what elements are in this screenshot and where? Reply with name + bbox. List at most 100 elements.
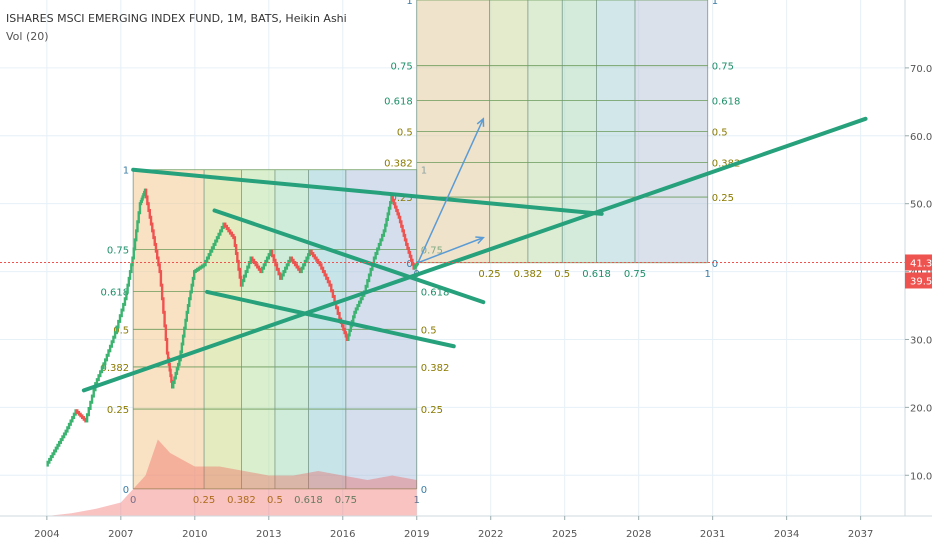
- price-candle: [246, 265, 249, 274]
- fib-level-label: 0.75: [107, 246, 129, 257]
- projection-arrows[interactable]: [417, 117, 485, 264]
- price-badge-label: 41.34: [910, 258, 932, 269]
- price-candle: [315, 256, 318, 262]
- price-candle: [149, 215, 153, 226]
- price-candle: [162, 297, 165, 314]
- projection-arrow-head: [475, 236, 485, 244]
- price-candle: [132, 247, 135, 260]
- price-candle: [138, 202, 142, 215]
- price-candle: [238, 267, 242, 279]
- projection-arrow-head: [476, 117, 485, 127]
- x-tick-label: 2004: [34, 529, 59, 540]
- price-candle: [311, 251, 315, 258]
- price-candle: [313, 254, 317, 260]
- price-candle: [336, 306, 340, 315]
- fib-level-label: 0.5: [421, 325, 437, 336]
- price-candle: [72, 412, 76, 420]
- price-candle: [164, 324, 168, 341]
- x-tick-label: 2010: [182, 529, 207, 540]
- price-candle: [148, 208, 152, 219]
- price-candle: [224, 222, 227, 228]
- price-candle: [173, 376, 176, 384]
- price-candle: [279, 272, 282, 280]
- y-tick-label: 50.00: [910, 200, 932, 211]
- fib-level-label: 0.5: [113, 325, 129, 336]
- fib-level-label: 0.5: [397, 127, 413, 138]
- price-candle: [244, 270, 247, 278]
- price-candle: [204, 259, 207, 267]
- price-candle: [170, 374, 173, 383]
- price-candle: [239, 275, 243, 287]
- x-tick-label: 2028: [626, 529, 651, 540]
- price-candle: [392, 198, 396, 206]
- fib-time-label: 0.382: [227, 495, 256, 506]
- fib-level-label: 0: [712, 259, 718, 270]
- price-candle: [333, 294, 336, 304]
- price-candle: [379, 238, 382, 246]
- price-candle: [225, 224, 229, 231]
- price-candle: [147, 202, 150, 212]
- price-candle: [168, 362, 171, 372]
- volume-area: [46, 439, 417, 516]
- fib-level-label: 0.75: [712, 62, 734, 73]
- price-candle: [259, 267, 262, 274]
- price-candle: [321, 266, 325, 274]
- price-candle: [371, 262, 374, 271]
- fib-level-label: 0.382: [101, 363, 130, 374]
- price-candle: [330, 283, 333, 293]
- price-candle: [74, 409, 77, 416]
- price-candle: [107, 349, 110, 357]
- fib-time-label: 0.75: [624, 269, 646, 280]
- fib-time-label: 0.5: [554, 269, 570, 280]
- price-candle: [157, 256, 160, 267]
- price-candle: [144, 188, 148, 199]
- price-candle: [176, 362, 180, 371]
- price-candle: [212, 242, 215, 250]
- price-candle: [328, 280, 331, 287]
- price-candle: [334, 300, 338, 310]
- price-candle: [261, 266, 264, 274]
- price-candle: [92, 388, 95, 398]
- x-tick-label: 2022: [478, 529, 503, 540]
- price-candle: [215, 236, 219, 243]
- volume-indicator-label: Vol (20): [6, 30, 49, 43]
- fib-level-label: 0.618: [421, 288, 450, 299]
- price-candle: [342, 324, 345, 331]
- fib-time-label: 0.5: [267, 495, 283, 506]
- fib-time-label: 0.618: [294, 495, 323, 506]
- fib-time-label: 0.25: [193, 495, 215, 506]
- price-candle: [277, 267, 280, 276]
- price-candle: [254, 261, 257, 267]
- fib-level-label: 1: [712, 0, 718, 7]
- price-candle: [303, 259, 307, 267]
- x-tick-label: 2025: [552, 529, 577, 540]
- price-candle: [190, 283, 193, 294]
- fib-level-label: 0.618: [101, 288, 130, 299]
- price-candle: [251, 256, 254, 262]
- trendlines[interactable]: [81, 116, 868, 393]
- price-candle: [48, 457, 51, 464]
- x-tick-label: 2016: [330, 529, 355, 540]
- price-candle: [343, 327, 346, 335]
- price-candle: [120, 308, 123, 318]
- trendline: [212, 208, 486, 305]
- price-candle: [369, 267, 372, 277]
- price-candle: [367, 273, 371, 283]
- price-candle: [61, 435, 64, 442]
- price-badge: [905, 272, 932, 289]
- price-candle: [287, 259, 290, 267]
- price-candle: [67, 422, 71, 430]
- price-candle: [386, 212, 389, 222]
- price-candle: [353, 310, 356, 319]
- price-candle: [241, 279, 244, 287]
- price-candle: [166, 351, 170, 361]
- price-candle: [188, 297, 191, 308]
- price-candle: [256, 263, 259, 269]
- price-candle: [275, 263, 279, 271]
- price-candle: [366, 279, 369, 288]
- price-candle: [307, 253, 310, 260]
- trendline: [81, 116, 868, 393]
- price-candle: [205, 256, 209, 263]
- price-candle: [280, 273, 284, 280]
